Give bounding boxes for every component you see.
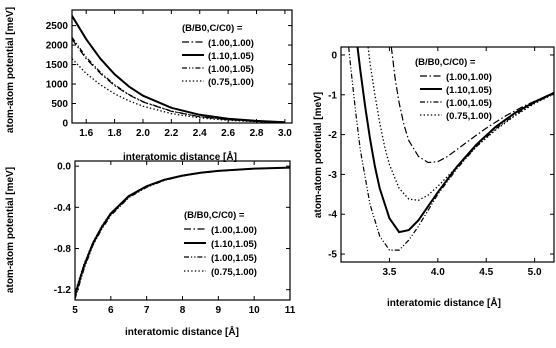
- legend-label: (1.00,1.00): [208, 38, 254, 49]
- legend-entry: (1.10,1.05): [184, 239, 257, 250]
- series-line: [356, 47, 554, 234]
- x-tick-label: 2.6: [221, 128, 235, 139]
- series-line: [367, 47, 554, 201]
- y-tick-label: 1500: [46, 60, 69, 71]
- series-line: [390, 47, 554, 164]
- y-tick-label: -1.2: [54, 285, 72, 296]
- legend-label: (1.00,1.05): [211, 253, 257, 264]
- plot-area: [75, 166, 290, 300]
- y-tick-label: 0.0: [57, 162, 71, 173]
- plot-frame: [71, 9, 293, 124]
- x-tick-label: 7: [144, 305, 150, 316]
- legend-entry: (1.00,1.05): [182, 64, 254, 75]
- series-line: [72, 58, 285, 123]
- legend-label: (0.75,1.00): [211, 267, 257, 278]
- legend: (B/B0,C/C0) = (1.00,1.00) (1.10,1.05) (1…: [415, 57, 492, 122]
- legend-entry: (1.00,1.00): [420, 72, 492, 83]
- legend-label: (0.75,1.00): [208, 77, 254, 88]
- legend-label: (1.10,1.05): [446, 85, 492, 96]
- y-axis-label: atom-atom potential [meV]: [313, 92, 324, 218]
- legend-label: (1.00,1.05): [208, 64, 254, 75]
- y-tick-label: -4: [328, 210, 337, 221]
- x-tick-label: 2.8: [250, 128, 264, 139]
- y-tick-label: 2500: [46, 21, 69, 32]
- legend-label: (1.00,1.00): [446, 72, 492, 83]
- x-tick-label: 5.0: [528, 267, 542, 278]
- y-tick-label: 500: [51, 99, 68, 110]
- chart-bottom-left: 5 6 7 8 9 10 11 0.0 -0.4 -0.8 -1.2 interatomic dis…: [5, 160, 296, 338]
- legend-label: (0.75,1.00): [446, 111, 492, 122]
- x-tick-label: 9: [216, 305, 222, 316]
- y-tick-label: 0: [62, 119, 68, 130]
- y-axis-label: atom-atom potential [meV]: [5, 7, 16, 133]
- tick-group: 5 6 7 8 9 10 11 0.0 -0.4 -0.8 -1.2: [54, 161, 296, 316]
- x-tick-label: 4.0: [431, 267, 445, 278]
- plot-area: [348, 47, 554, 251]
- x-tick-label: 6: [108, 305, 114, 316]
- y-tick-label: 1000: [46, 80, 69, 91]
- legend-label: (1.00,1.05): [446, 98, 492, 109]
- series-line: [72, 36, 285, 123]
- legend-title: (B/B0,C/C0) =: [415, 57, 476, 68]
- legend-entry: (1.10,1.05): [420, 85, 492, 96]
- y-tick-label: 0: [331, 50, 337, 61]
- series-line: [75, 167, 290, 300]
- legend-label: (1.10,1.05): [211, 239, 257, 250]
- x-axis-label: interatomic distance [Å]: [387, 296, 501, 309]
- legend-entry: (0.75,1.00): [182, 77, 254, 88]
- series-line: [348, 47, 554, 251]
- legend-entry: (0.75,1.00): [184, 267, 257, 278]
- x-tick-label: 11: [285, 305, 296, 316]
- chart-top-left: 1.6 1.8 2.0 2.2 2.4 2.6 2.8 3.0 0 500 1000 1500 2000…: [5, 7, 293, 163]
- x-axis-label: interatomic distance [Å]: [125, 325, 239, 338]
- x-tick-label: 8: [180, 305, 186, 316]
- x-tick-label: 3.5: [382, 267, 396, 278]
- y-tick-label: -1: [328, 90, 337, 101]
- legend: (B/B0,C/C0) = (1.00,1.00) (1.10,1.05) (1…: [182, 23, 254, 88]
- x-tick-label: 10: [249, 305, 261, 316]
- series-line: [75, 166, 290, 296]
- plot-area: [72, 15, 285, 123]
- y-tick-label: 2000: [46, 41, 69, 52]
- x-tick-label: 1.6: [79, 128, 93, 139]
- series-line: [75, 166, 290, 293]
- x-tick-label: 1.8: [108, 128, 122, 139]
- series-line: [75, 167, 290, 298]
- legend-entry: (1.10,1.05): [182, 51, 254, 62]
- tick-group: 1.6 1.8 2.0 2.2 2.4 2.6 2.8 3.0 0 500 1000 1500 2000…: [46, 10, 292, 139]
- x-tick-label: 5: [72, 305, 78, 316]
- y-axis-label: atom-atom potential [meV]: [5, 167, 16, 293]
- x-tick-label: 3.0: [278, 128, 292, 139]
- x-tick-label: 2.0: [136, 128, 150, 139]
- legend-entry: (1.00,1.00): [182, 38, 254, 49]
- chart-right: 3.5 4.0 4.5 5.0 0 -1 -2 -3 -4 -5 interatomic dist…: [313, 46, 555, 309]
- x-tick-label: 2.2: [164, 128, 178, 139]
- legend: (B/B0,C/C0) = (1.00,1.00) (1.10,1.05) (1…: [184, 210, 257, 278]
- y-tick-label: -0.8: [54, 244, 72, 255]
- y-tick-label: -5: [328, 250, 337, 261]
- x-tick-label: 2.4: [193, 128, 207, 139]
- x-axis-label: interatomic distance [Å]: [123, 150, 237, 163]
- legend-label: (1.00,1.00): [211, 225, 257, 236]
- y-tick-label: -2: [328, 130, 337, 141]
- x-tick-label: 4.5: [479, 267, 493, 278]
- legend-entry: (1.00,1.00): [184, 225, 257, 236]
- y-tick-label: -3: [328, 170, 337, 181]
- legend-entry: (1.00,1.05): [184, 253, 257, 264]
- plot-frame: [74, 160, 291, 301]
- y-tick-label: -0.4: [54, 203, 72, 214]
- plot-frame: [340, 46, 555, 263]
- tick-group: 3.5 4.0 4.5 5.0 0 -1 -2 -3 -4 -5: [328, 47, 554, 278]
- legend-entry: (1.00,1.05): [420, 98, 492, 109]
- legend-title: (B/B0,C/C0) =: [182, 23, 243, 34]
- series-line: [72, 15, 285, 123]
- legend-entry: (0.75,1.00): [420, 111, 492, 122]
- legend-label: (1.10,1.05): [208, 51, 254, 62]
- legend-title: (B/B0,C/C0) =: [184, 210, 245, 221]
